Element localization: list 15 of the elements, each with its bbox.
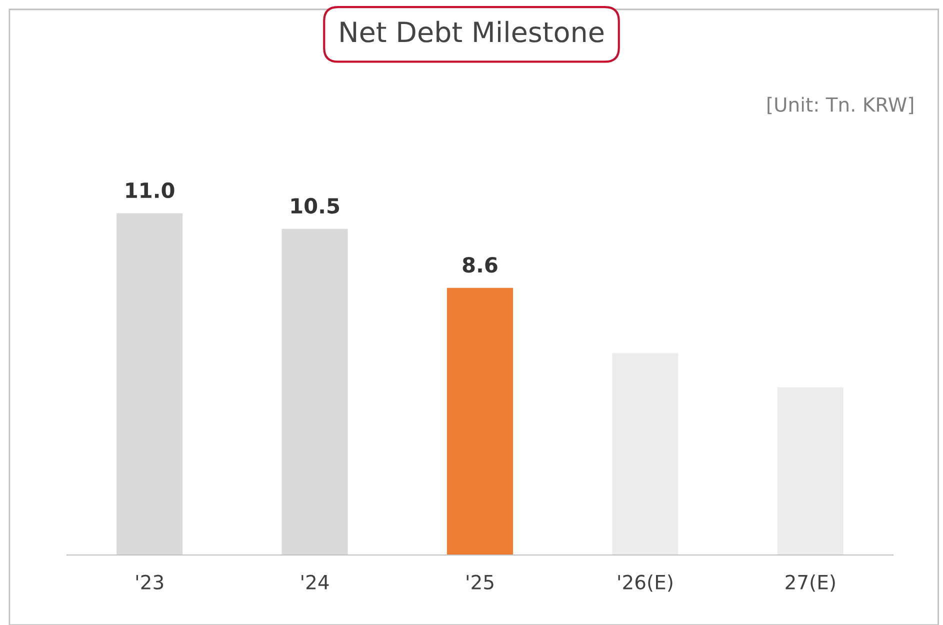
data-label: 10.5 — [291, 198, 340, 214]
text: [Unit: Tn. KRW] — [768, 96, 914, 114]
x-tick-label: '25 — [466, 574, 494, 590]
bar — [777, 387, 844, 555]
x-tick-label: '26(E) — [618, 574, 672, 592]
x-tick-label: '23 — [136, 574, 164, 590]
chart-title: Net Debt Milestone — [340, 20, 604, 42]
x-tick-label: '24 — [302, 574, 329, 590]
data-label: 8.6 — [462, 256, 498, 273]
bar — [612, 353, 678, 555]
data-label: 11.0 — [126, 182, 174, 198]
bar — [446, 288, 514, 555]
bar — [282, 228, 348, 555]
x-tick-label: 27(E) — [786, 574, 835, 592]
bar — [116, 213, 183, 555]
